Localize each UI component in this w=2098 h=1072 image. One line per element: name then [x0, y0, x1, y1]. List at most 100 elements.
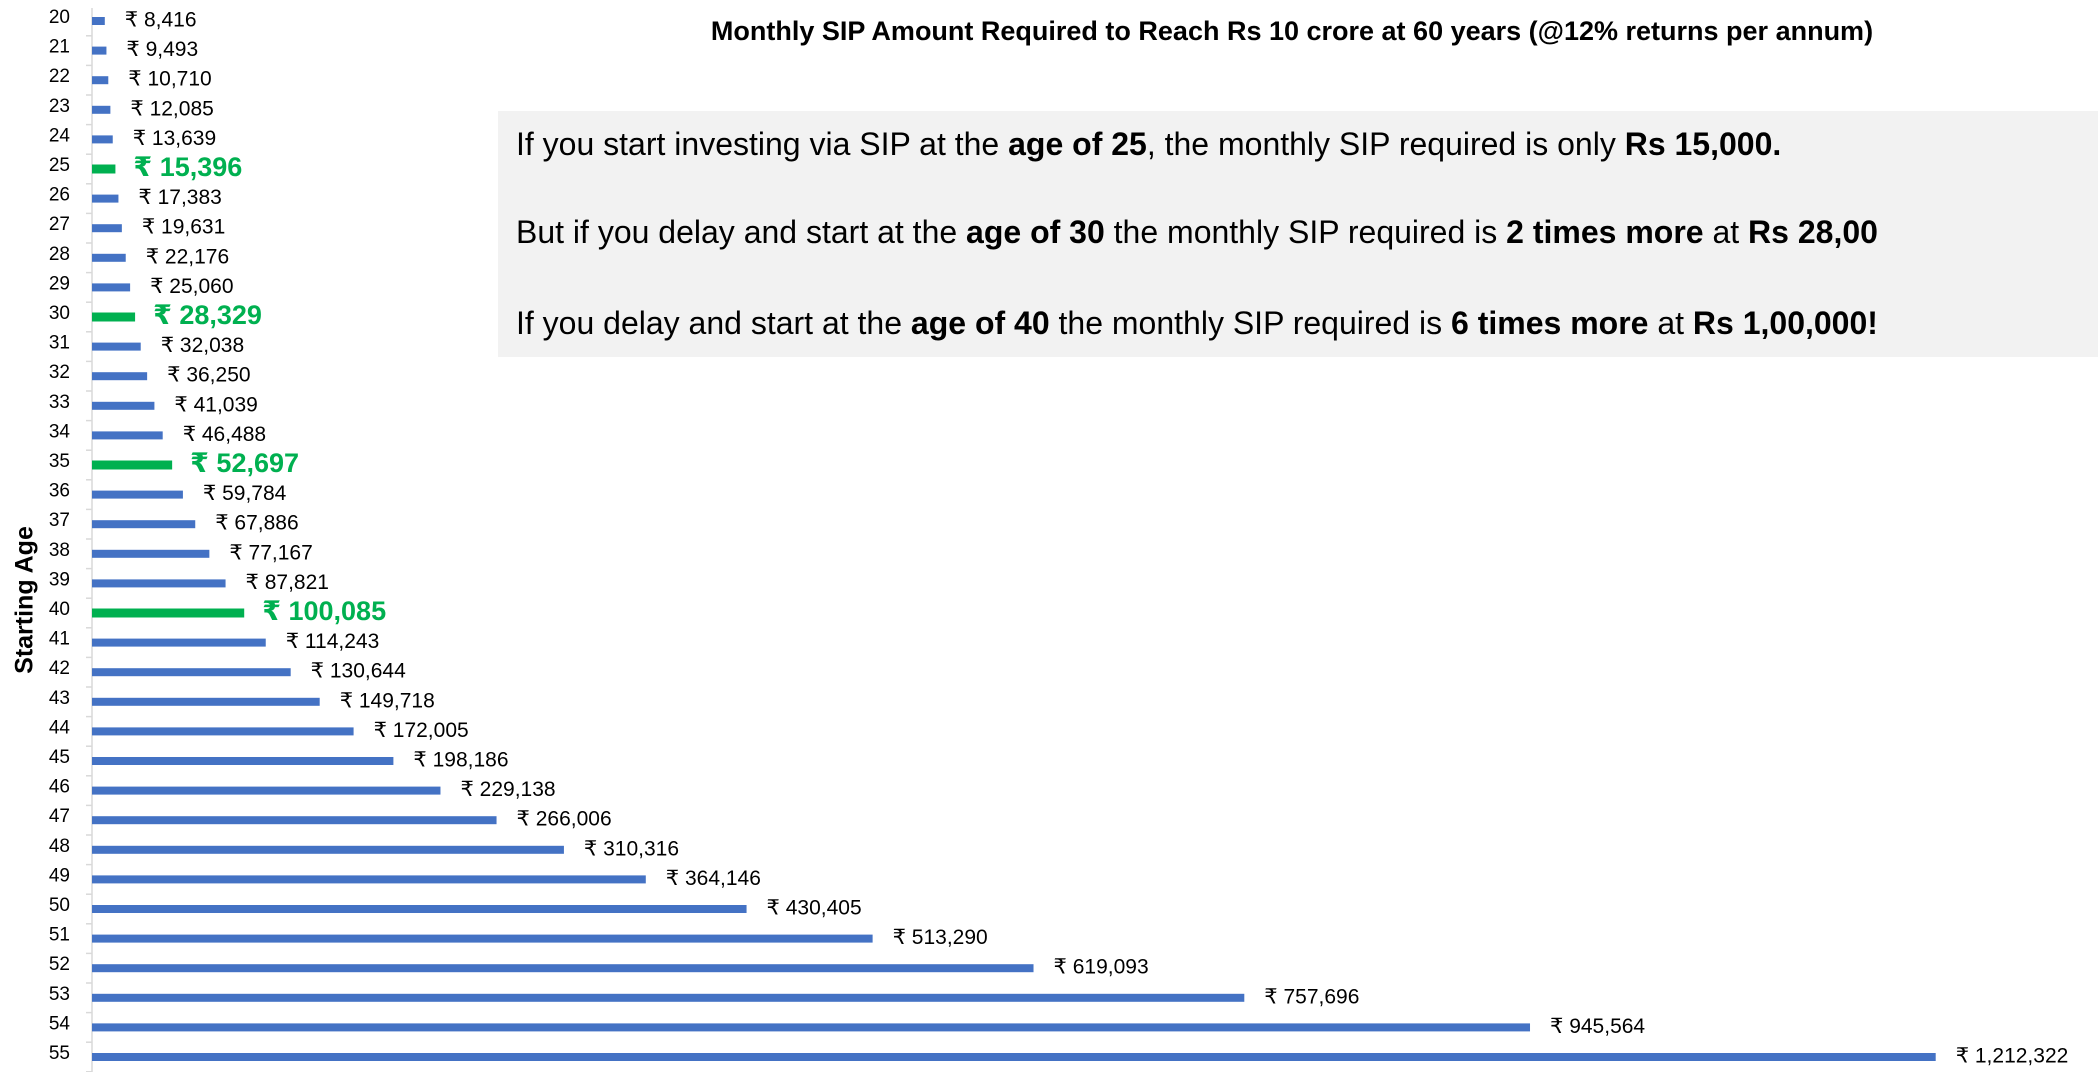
value-label: ₹ 114,243: [286, 630, 380, 653]
annotation-segment: Rs 28,00: [1748, 214, 1878, 250]
value-label: ₹ 8,416: [125, 9, 197, 32]
value-label: ₹ 28,329: [153, 300, 262, 330]
annotation-segment: 6 times more: [1451, 305, 1648, 341]
y-tick-label: 30: [49, 303, 70, 324]
y-tick-label: 55: [49, 1043, 70, 1064]
bar: [92, 608, 245, 618]
value-label: ₹ 100,085: [262, 596, 386, 626]
y-tick-label: 34: [49, 421, 71, 442]
value-label: ₹ 229,138: [460, 778, 555, 801]
bar: [92, 993, 1245, 1002]
bar: [92, 105, 111, 114]
value-label: ₹ 22,176: [146, 245, 229, 268]
y-tick-label: 27: [49, 214, 70, 235]
annotation-segment: age of 30: [966, 214, 1105, 250]
y-tick-label: 29: [49, 273, 70, 294]
bar: [92, 283, 131, 292]
value-label: ₹ 67,886: [215, 512, 298, 535]
bar: [92, 460, 173, 470]
bar: [92, 17, 105, 25]
value-label: ₹ 757,696: [1264, 985, 1359, 1008]
value-label: ₹ 12,085: [130, 97, 213, 120]
value-label: ₹ 36,250: [167, 364, 250, 387]
y-tick-label: 42: [49, 658, 70, 679]
bar: [92, 312, 136, 322]
y-tick-label: 35: [49, 451, 70, 472]
value-label: ₹ 9,493: [126, 38, 198, 61]
value-label: ₹ 32,038: [161, 334, 244, 357]
bar: [92, 579, 226, 588]
bar: [92, 431, 163, 440]
y-tick-label: 46: [49, 777, 70, 798]
bar: [92, 786, 441, 795]
y-tick-label: 22: [49, 66, 70, 87]
value-label: ₹ 46,488: [183, 423, 266, 446]
y-tick-label: 21: [49, 37, 70, 58]
bar: [92, 1023, 1531, 1032]
bar: [92, 964, 1034, 973]
y-tick-label: 32: [49, 362, 70, 383]
y-tick-label: 48: [49, 836, 70, 857]
annotation-text: But if you delay and start at the age of…: [516, 214, 1878, 250]
bar: [92, 905, 747, 913]
y-tick-label: 36: [49, 481, 70, 502]
y-tick-label: 31: [49, 333, 70, 354]
annotation-segment: age of 25: [1008, 126, 1147, 162]
value-label: ₹ 17,383: [138, 186, 221, 209]
bar: [92, 490, 183, 499]
value-label: ₹ 310,316: [584, 837, 679, 860]
bar: [92, 845, 564, 854]
annotation-segment: the monthly SIP required is: [1050, 305, 1451, 341]
bar: [92, 194, 119, 203]
bar: [92, 401, 155, 410]
value-label: ₹ 77,167: [229, 541, 312, 564]
value-label: ₹ 513,290: [893, 926, 988, 949]
value-label: ₹ 198,186: [413, 749, 508, 772]
y-tick-label: 51: [49, 925, 70, 946]
value-label: ₹ 266,006: [517, 808, 612, 831]
annotation-segment: Rs 1,00,000!: [1693, 305, 1878, 341]
bar: [92, 934, 873, 943]
y-tick-label: 40: [49, 599, 70, 620]
bar: [92, 1053, 1936, 1061]
y-tick-label: 41: [49, 629, 70, 650]
bar: [92, 549, 210, 558]
value-label: ₹ 41,039: [174, 393, 257, 416]
annotation-text: If you start investing via SIP at the ag…: [516, 126, 1781, 162]
bar: [92, 875, 646, 884]
value-label: ₹ 149,718: [340, 689, 435, 712]
annotation-segment: But if you delay and start at the: [516, 214, 966, 250]
chart-title: Monthly SIP Amount Required to Reach Rs …: [711, 16, 1873, 46]
y-tick-label: 43: [49, 688, 70, 709]
y-tick-label: 52: [49, 954, 70, 975]
annotation-segment: If you delay and start at the: [516, 305, 911, 341]
value-label: ₹ 25,060: [150, 275, 233, 298]
y-tick-label: 24: [49, 125, 71, 146]
y-tick-label: 49: [49, 865, 70, 886]
bar: [92, 253, 126, 262]
y-tick-label: 26: [49, 185, 70, 206]
y-tick-label: 53: [49, 984, 70, 1005]
bar: [92, 638, 266, 647]
value-label: ₹ 19,631: [142, 216, 225, 239]
value-label: ₹ 13,639: [133, 127, 216, 150]
value-label: ₹ 87,821: [246, 571, 329, 594]
bar: [92, 76, 109, 85]
value-label: ₹ 10,710: [128, 68, 211, 91]
value-label: ₹ 1,212,322: [1956, 1045, 2069, 1068]
y-tick-label: 37: [49, 510, 70, 531]
y-tick-label: 50: [49, 895, 70, 916]
y-tick-label: 44: [49, 717, 71, 738]
bar: [92, 757, 394, 765]
bar: [92, 164, 116, 174]
annotation-segment: 2 times more: [1506, 214, 1703, 250]
value-label: ₹ 430,405: [767, 897, 862, 920]
bar: [92, 46, 107, 55]
bar: [92, 135, 113, 144]
bar: [92, 372, 148, 381]
annotation-segment: age of 40: [911, 305, 1050, 341]
value-label: ₹ 364,146: [666, 867, 761, 890]
bar: [92, 668, 291, 677]
